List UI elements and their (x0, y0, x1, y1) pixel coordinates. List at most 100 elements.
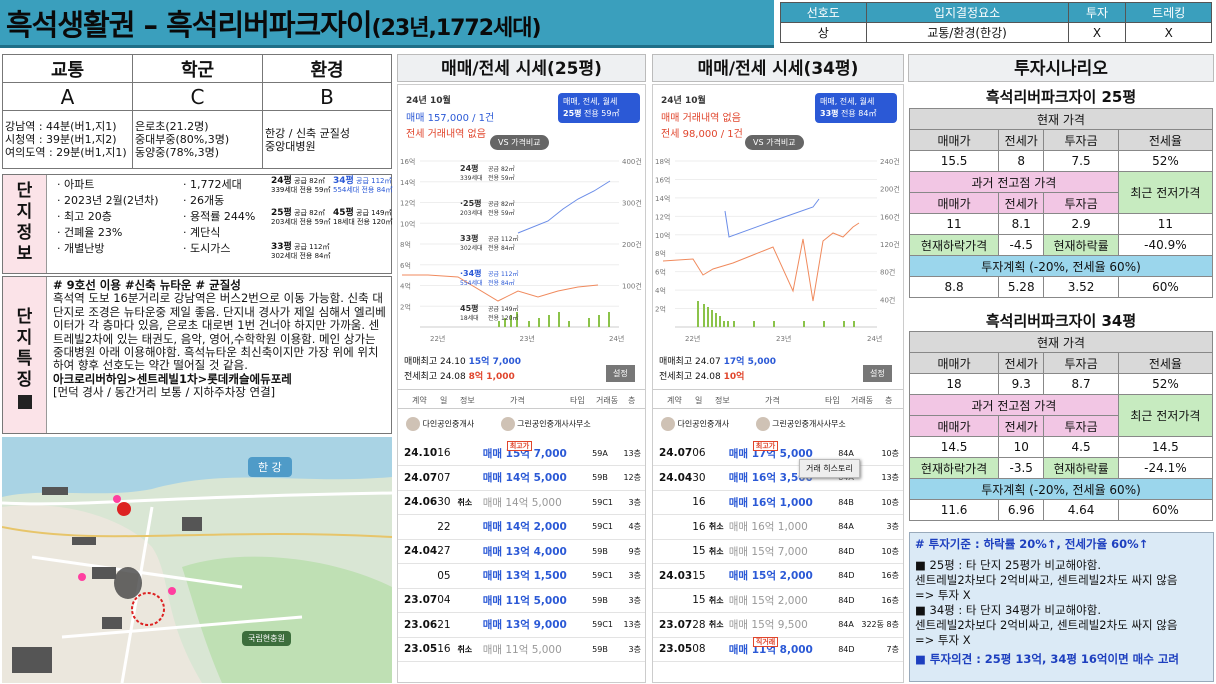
agent-avatar (406, 417, 420, 431)
scenario-25-name: 흑석리버파크자이 25평 (985, 88, 1137, 106)
deal-row[interactable]: 24.04 27 매매 13억 4,000 59B 9층 (398, 539, 645, 564)
panel-34-title: 매매/전세 시세(34평) (652, 54, 904, 82)
agent-avatar (661, 417, 675, 431)
type-label: 24평 공급 82㎡ 339세대 전용 59㎡ (460, 163, 515, 182)
deal-row[interactable]: 05 매매 13억 1,500 59C1 3층 (398, 563, 645, 589)
volume-bars (697, 301, 855, 327)
y-tick: 8억 (400, 241, 411, 249)
deal-row[interactable]: 24.10 16 매매 15억 7,000최고가 59A 13층 (398, 440, 645, 466)
y2-tick: 160건 (880, 212, 900, 221)
scenario-34-table: 현재 가격 매매가 전세가 투자금 전세율 18 9.3 8.7 52% 과거 전고점 가격… (908, 331, 1214, 521)
svg-text:전용 120㎡: 전용 120㎡ (488, 314, 518, 322)
y2-tick: 200건 (622, 240, 642, 249)
type-select[interactable]: 매매, 전세, 월세 25평 전용 59㎡ (558, 93, 640, 123)
y-tick: 12억 (400, 200, 415, 208)
compare-button[interactable]: VS 가격비교 (745, 135, 804, 150)
compare-button[interactable]: VS 가격비교 (490, 135, 549, 150)
y-tick: 8억 (655, 250, 666, 258)
y-tick: 2억 (655, 306, 666, 314)
deal-row[interactable]: 24.07 06 매매 17억 5,000최고가 84A 10층 (653, 440, 903, 466)
deal-table-header: 계약 일 정보 가격 타입 거래동 층 (653, 389, 903, 409)
y-tick: 16억 (400, 158, 415, 166)
svg-text:45평: 45평 (460, 303, 479, 313)
y-tick: 10억 (400, 220, 415, 228)
deal-row[interactable]: 23.07 04 매매 11억 5,000 59B 3층 (398, 588, 645, 613)
type-label: ·34평 공급 112㎡ 554세대 전용 84㎡ (460, 268, 518, 287)
map-label-park: 국립현충원 (242, 631, 291, 646)
svg-text:·34평: ·34평 (460, 268, 482, 278)
deal-row[interactable]: 23.05 16 취소 매매 11억 5,000 59B 3층 (398, 637, 645, 662)
svg-text:554세대: 554세대 (460, 279, 483, 287)
deal-row[interactable]: 24.06 30 취소 매매 14억 5,000 59C1 3층 (398, 490, 645, 515)
sale-line (517, 180, 611, 234)
panel-25: 24년 10월 매매 157,000 / 1건 전세 거래내역 없음 매매, 전… (397, 84, 646, 683)
svg-text:공급 149㎡: 공급 149㎡ (488, 305, 518, 313)
volume-bars (498, 312, 610, 327)
svg-text:18세대: 18세대 (460, 314, 479, 322)
svg-text:전용 84㎡: 전용 84㎡ (488, 279, 515, 287)
y-tick: 14억 (400, 179, 415, 187)
deal-row[interactable]: 22 매매 14억 2,000 59C1 4층 (398, 514, 645, 540)
svg-text:33평: 33평 (460, 233, 479, 243)
y-tick: 18억 (655, 158, 670, 166)
deal-row[interactable]: 23.05 08 매매 11억 8,000직거래 84D 7층 (653, 636, 903, 662)
svg-text:전용 84㎡: 전용 84㎡ (488, 244, 515, 252)
deal-row[interactable]: 15 취소 매매 15억 2,000 84D 16층 (653, 588, 903, 613)
deal-row[interactable]: 23.06 21 매매 13억 9,000 59C1 13층 (398, 612, 645, 638)
map-label-river: 한 강 (248, 457, 292, 477)
type-label: ·25평 공급 82㎡ 203세대 전용 59㎡ (460, 198, 515, 217)
map-graphic (2, 437, 392, 683)
deal-row[interactable]: 23.07 28 취소 매매 15억 9,500 84A 322동 8층 (653, 612, 903, 638)
svg-text:24평: 24평 (460, 163, 479, 173)
y2-tick: 120건 (880, 240, 900, 249)
scenario-25-table: 현재 가격 매매가 전세가 투자금 전세율 15.5 8 7.5 52% 과거 전고점 가격… (908, 108, 1214, 298)
svg-text:302세대: 302세대 (460, 244, 483, 252)
type-select[interactable]: 매매, 전세, 월세 33평 전용 84㎡ (815, 93, 897, 123)
deal-row[interactable]: 16 매매 16억 1,000 84B 10층 (653, 490, 903, 515)
y2-tick: 80건 (880, 268, 895, 277)
settings-button[interactable]: 설정 (606, 365, 635, 382)
svg-text:공급 82㎡: 공급 82㎡ (488, 165, 515, 173)
location-map[interactable]: 한 강 국립현충원 (2, 437, 392, 683)
deal-row[interactable]: 15 취소 매매 15억 7,000 84D 10층 (653, 539, 903, 564)
y-tick: 16억 (655, 176, 670, 184)
y-tick: 10억 (655, 232, 670, 240)
x-tick: 23년 (776, 334, 791, 343)
y-tick: 6억 (400, 262, 411, 270)
type-label: 33평 공급 112㎡ 302세대 전용 84㎡ (460, 233, 518, 252)
y2-tick: 40건 (880, 295, 895, 304)
svg-text:339세대: 339세대 (460, 174, 483, 182)
invest-title: 투자시나리오 (908, 54, 1214, 82)
panel-34: 24년 10월 매매 거래내역 없음 전세 98,000 / 1건 매매, 전세… (652, 84, 904, 683)
settings-button[interactable]: 설정 (863, 365, 892, 382)
svg-text:전용 59㎡: 전용 59㎡ (488, 174, 515, 182)
y2-tick: 300건 (622, 199, 642, 208)
invest-notes: # 투자기준 : 하락률 20%↑, 전세가율 60%↑ ■ 25평 : 타 단… (909, 532, 1214, 682)
svg-text:전용 59㎡: 전용 59㎡ (488, 209, 515, 217)
bookmark-icon (17, 395, 32, 409)
deal-row[interactable]: 24.07 07 매매 14억 5,000 59B 12층 (398, 465, 645, 491)
history-tooltip: 거래 히스토리 (799, 459, 860, 478)
svg-text:공급 112㎡: 공급 112㎡ (488, 235, 518, 243)
type-label: 45평 공급 149㎡ 18세대 전용 120㎡ (460, 303, 518, 322)
y-tick: 6억 (655, 269, 666, 277)
x-tick: 23년 (520, 334, 535, 343)
deal-table-25: 24.10 16 매매 15억 7,000최고가 59A 13층 24.07 07 매매 14… (398, 440, 645, 662)
x-tick: 24년 (867, 334, 882, 343)
x-tick: 24년 (609, 334, 624, 343)
svg-text:203세대: 203세대 (460, 209, 483, 217)
deal-row[interactable]: 24.03 15 매매 15억 2,000 84D 16층 (653, 563, 903, 589)
panel-25-title: 매매/전세 시세(25평) (397, 54, 646, 82)
y-tick: 12억 (655, 213, 670, 221)
y2-tick: 100건 (622, 282, 642, 291)
y2-tick: 200건 (880, 185, 900, 194)
rent-line (402, 274, 599, 302)
summary-table: 선호도 입지결정요소 투자 트레킹 상 교통/환경(한강) X X (780, 2, 1212, 43)
deal-row[interactable]: 16 취소 매매 16억 1,000 84A 3층 (653, 514, 903, 540)
